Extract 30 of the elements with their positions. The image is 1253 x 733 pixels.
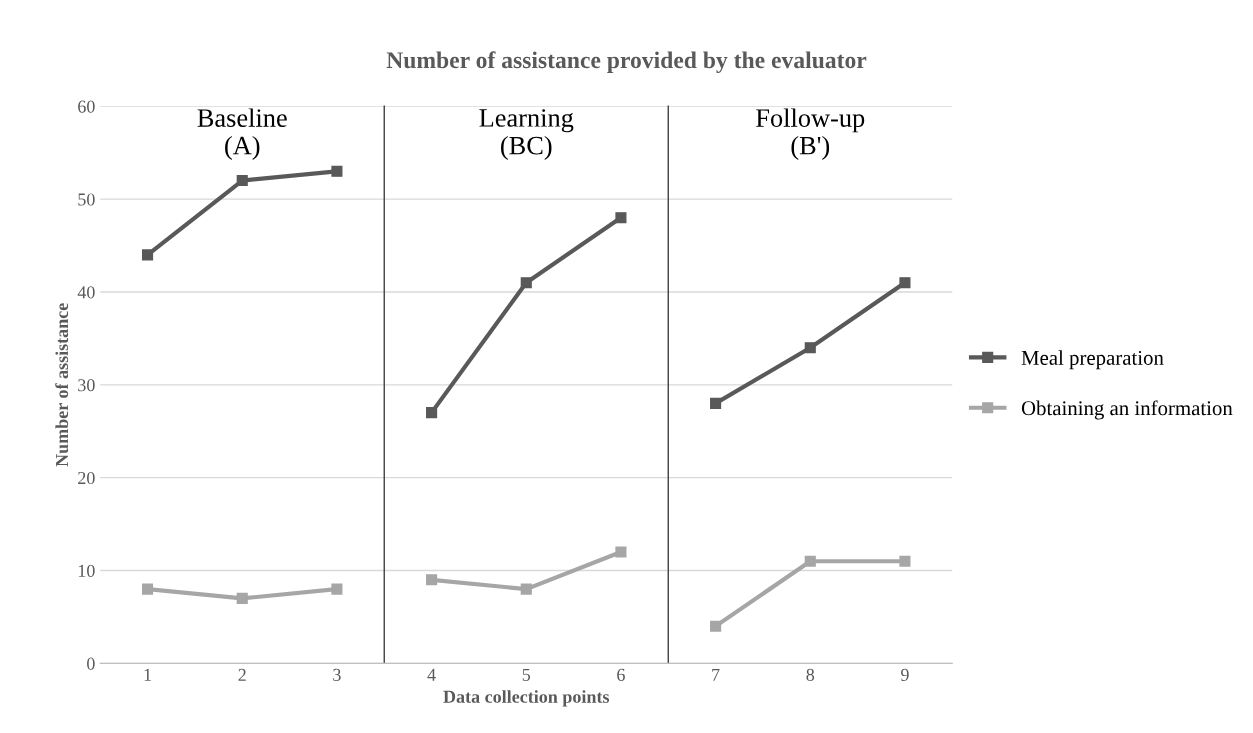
- y-tick-label: 0: [87, 657, 95, 670]
- y-tick-label: 20: [78, 471, 95, 485]
- annotation: Baseline (A): [197, 108, 287, 160]
- x-axis-title: Data collection points: [443, 690, 610, 707]
- point: [804, 555, 816, 567]
- x-tick-label: 7: [712, 668, 720, 681]
- annotation: Learning (BC): [479, 109, 574, 160]
- point: [331, 165, 343, 177]
- y-tick-label: 40: [77, 286, 95, 299]
- x-tick-label: 3: [333, 668, 341, 681]
- point: [142, 249, 154, 261]
- x-tick-label: 9: [901, 668, 909, 681]
- x-tick-label: 2: [238, 668, 246, 681]
- y-tick-label: 50: [78, 193, 95, 206]
- x-tick-label: 8: [806, 668, 815, 681]
- point: [710, 620, 722, 632]
- x-tick-label: 4: [427, 668, 436, 681]
- legend-label: Meal preparation: [1021, 350, 1164, 370]
- point: [236, 175, 248, 187]
- chart-title: Number of assistance provided by the evaluator: [386, 51, 867, 74]
- legend-label: Obtaining an information: [1021, 400, 1233, 420]
- annotation: Follow-up (B'): [756, 108, 865, 160]
- point: [899, 555, 911, 567]
- y-tick-label: 30: [78, 379, 95, 392]
- x-tick-label: 1: [144, 668, 152, 681]
- x-tick-label: 5: [522, 668, 531, 681]
- y-tick-label: 10: [78, 564, 95, 577]
- y-axis-title: Number of assistance: [55, 303, 69, 467]
- x-tick-label: 6: [617, 668, 625, 681]
- y-tick-label: 60: [78, 100, 95, 113]
